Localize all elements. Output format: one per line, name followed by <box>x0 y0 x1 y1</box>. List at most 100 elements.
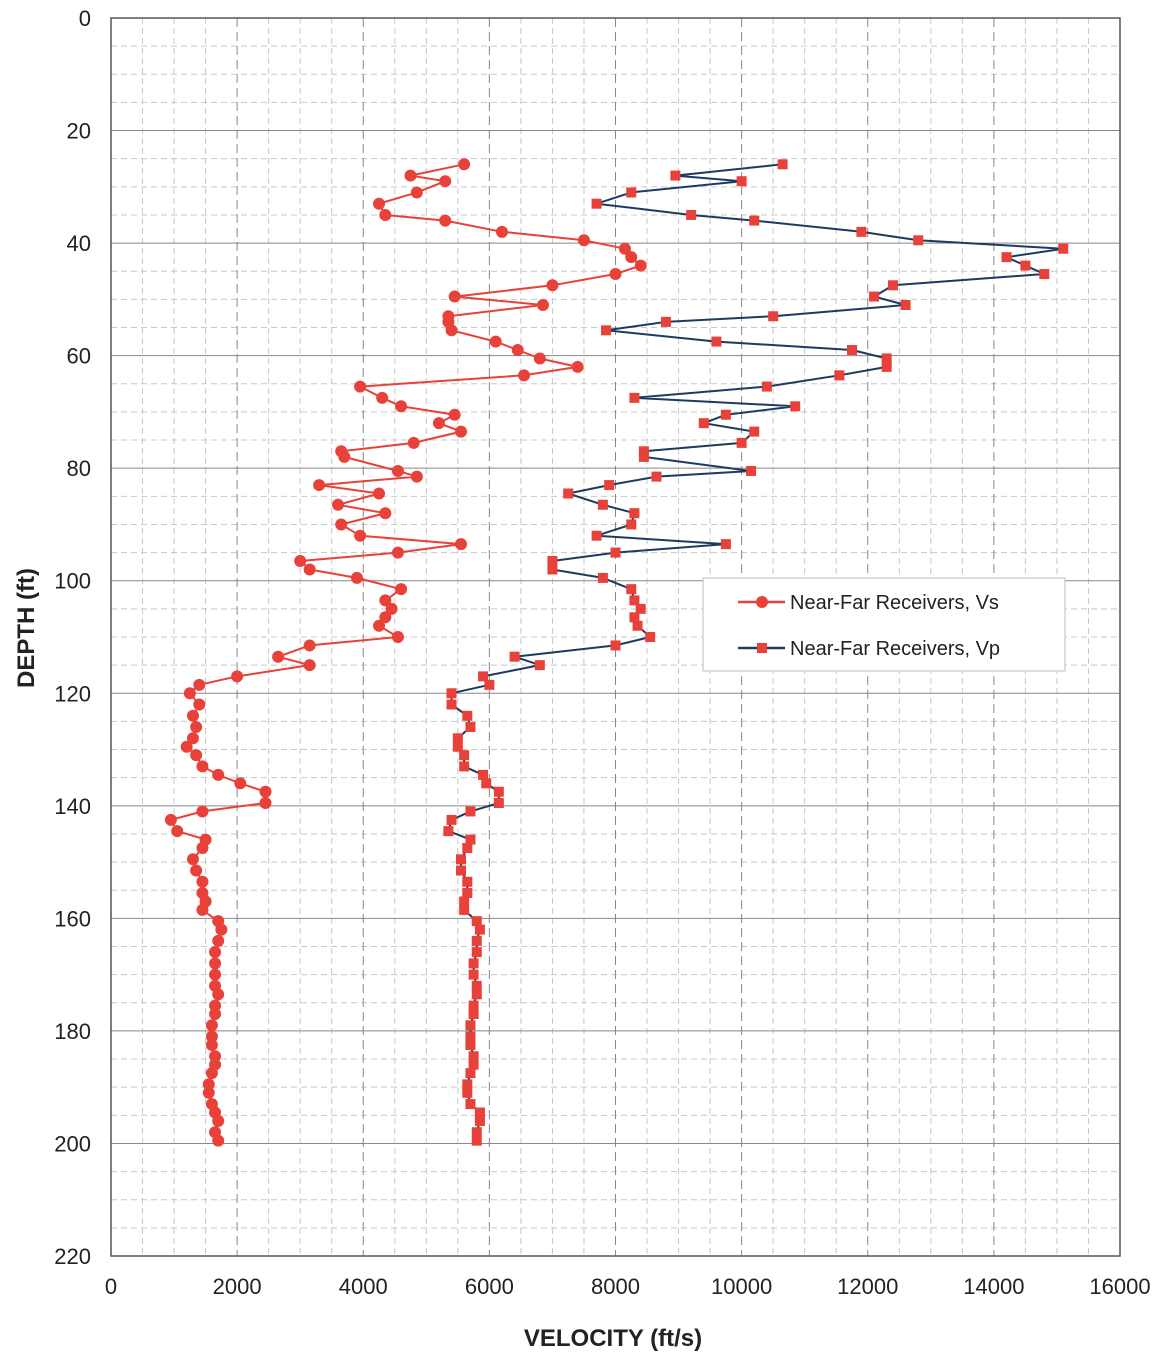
vs-point <box>196 805 209 818</box>
vs-point <box>379 208 392 221</box>
vp-point <box>465 722 476 733</box>
vs-point <box>202 1086 215 1099</box>
vp-point <box>604 480 615 491</box>
vs-point <box>518 369 531 382</box>
legend-vs-marker <box>756 596 768 608</box>
vs-point <box>234 777 247 790</box>
vp-point <box>591 530 602 541</box>
vp-point <box>468 1009 479 1020</box>
vs-point <box>511 344 524 357</box>
vp-point <box>471 1127 482 1138</box>
vs-point <box>212 934 225 947</box>
vs-point <box>231 670 244 683</box>
vp-point <box>638 446 649 457</box>
vp-point <box>474 1115 485 1126</box>
vs-point <box>313 479 326 492</box>
vp-point <box>597 572 608 583</box>
vs-point <box>205 1067 218 1080</box>
vp-point <box>1058 243 1069 254</box>
vs-point <box>404 169 417 182</box>
vs-point <box>410 470 423 483</box>
vs-point <box>196 903 209 916</box>
vs-point <box>190 864 203 877</box>
vp-point <box>481 778 492 789</box>
vp-point <box>768 311 779 322</box>
vp-point <box>462 876 473 887</box>
vs-point <box>354 380 367 393</box>
vs-point <box>489 335 502 348</box>
vp-point <box>459 904 470 915</box>
vp-point <box>563 488 574 499</box>
y-tick-label: 180 <box>54 1019 91 1044</box>
vs-point <box>186 853 199 866</box>
vp-point <box>736 176 747 187</box>
vp-point <box>462 888 473 899</box>
vs-point <box>454 538 467 551</box>
vp-point <box>471 935 482 946</box>
y-tick-label: 80 <box>67 456 91 481</box>
vp-point <box>846 345 857 356</box>
vp-point <box>465 1031 476 1042</box>
vp-point <box>629 595 640 606</box>
x-axis-ticks: 0 2000 4000 6000 8000 10000 12000 14000 16000 <box>105 1274 1151 1299</box>
vp-point <box>629 612 640 623</box>
vs-point <box>186 732 199 745</box>
vs-point <box>454 425 467 438</box>
vs-point <box>272 650 285 663</box>
x-tick-label: 12000 <box>837 1274 898 1299</box>
x-tick-label: 2000 <box>213 1274 262 1299</box>
vs-point <box>448 408 461 421</box>
vp-point <box>638 451 649 462</box>
vp-point <box>856 226 867 237</box>
vp-point <box>720 539 731 550</box>
legend: Near-Far Receivers, Vs Near-Far Receiver… <box>702 577 1066 672</box>
vs-point <box>209 999 222 1012</box>
x-tick-label: 0 <box>105 1274 117 1299</box>
vs-point <box>391 631 404 643</box>
y-tick-label: 60 <box>67 344 91 369</box>
vp-point <box>900 299 911 310</box>
vp-point <box>761 381 772 392</box>
vp-point <box>471 947 482 958</box>
vs-point <box>338 450 351 463</box>
vs-point <box>196 842 209 855</box>
vp-point <box>887 280 898 291</box>
vs-point <box>395 400 408 413</box>
vp-point <box>629 508 640 519</box>
vp-point <box>547 556 558 567</box>
vp-point <box>468 1051 479 1062</box>
vp-point <box>465 806 476 817</box>
vp-point <box>749 426 760 437</box>
vs-point <box>202 1078 215 1091</box>
vs-point <box>164 813 177 826</box>
vs-point <box>618 242 631 255</box>
vp-point <box>474 924 485 935</box>
vs-point <box>190 749 203 762</box>
vs-point <box>294 555 307 568</box>
vs-point <box>376 391 389 404</box>
vs-point <box>196 875 209 888</box>
vp-point <box>452 733 463 744</box>
vs-point <box>259 797 272 810</box>
vp-point <box>443 826 454 837</box>
vs-point <box>209 1008 222 1021</box>
vp-point <box>459 750 470 761</box>
vp-point <box>597 499 608 510</box>
vp-point <box>736 437 747 448</box>
vp-point <box>711 336 722 347</box>
vs-point <box>196 760 209 773</box>
vp-point <box>478 671 489 682</box>
vp-point <box>626 584 637 595</box>
vp-point <box>465 1039 476 1050</box>
vp-point <box>670 170 681 181</box>
vs-point <box>303 639 316 652</box>
y-tick-label: 220 <box>54 1244 91 1269</box>
vs-point <box>448 290 461 303</box>
vp-point <box>698 418 709 429</box>
vs-point <box>212 1114 225 1127</box>
legend-vs-label: Near-Far Receivers, Vs <box>790 592 999 614</box>
legend-vp-label: Near-Far Receivers, Vp <box>790 638 1000 660</box>
vs-point <box>634 259 647 272</box>
vp-point <box>509 651 520 662</box>
